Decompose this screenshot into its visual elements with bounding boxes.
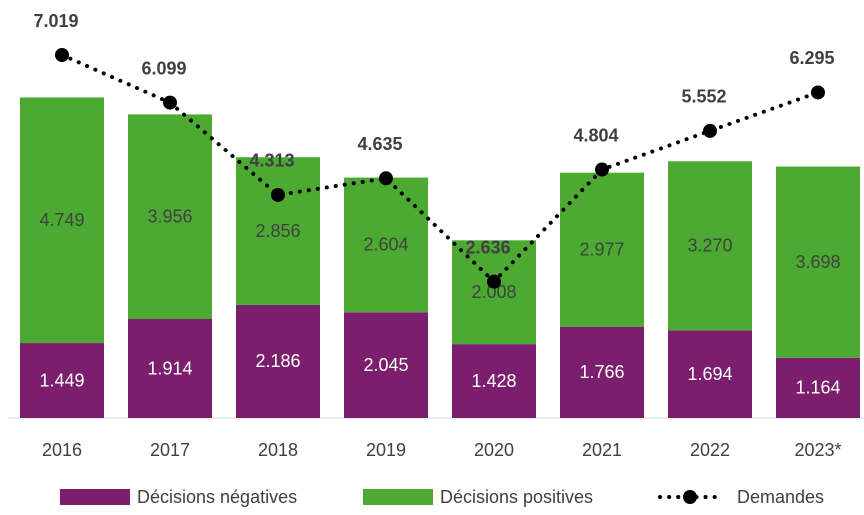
line: [60, 53, 820, 285]
x-tick-label: 2017: [150, 440, 190, 460]
line-label: 4.635: [357, 134, 402, 154]
line-label: 6.099: [141, 58, 186, 78]
bar-segment: [128, 319, 212, 418]
line-label: 6.295: [789, 48, 834, 68]
x-tick-label: 2016: [42, 440, 82, 460]
line-marker: [811, 85, 825, 100]
x-tick-label: 2020: [474, 440, 514, 460]
data-label: 3.956: [147, 206, 192, 226]
x-tick-label: 2021: [582, 440, 622, 460]
data-label: 4.749: [39, 210, 84, 230]
legend-marker: [683, 490, 697, 504]
data-label: 3.270: [687, 236, 732, 256]
line-marker: [703, 123, 717, 138]
data-label: 1.449: [39, 370, 84, 390]
bar-segment: [776, 166, 860, 358]
line-label: 2.636: [465, 237, 510, 257]
legend-label: Décisions positives: [440, 487, 593, 507]
bar-segment: [668, 330, 752, 418]
bar-segment: [776, 357, 860, 418]
bar-segment: [560, 172, 644, 327]
data-label: 1.766: [579, 362, 624, 382]
bar-segment: [452, 344, 536, 418]
data-label: 2.604: [363, 235, 408, 255]
line-marker: [379, 171, 393, 186]
data-label: 2.008: [471, 282, 516, 302]
bar-segment: [236, 157, 320, 305]
data-label: 2.045: [363, 355, 408, 375]
bar-segment: [236, 304, 320, 418]
line-marker: [163, 95, 177, 110]
data-label: 1.694: [687, 364, 732, 384]
data-label: 2.977: [579, 239, 624, 259]
data-label: 2.186: [255, 351, 300, 371]
bar-segment: [344, 312, 428, 418]
x-tick-label: 2019: [366, 440, 406, 460]
data-label: 2.856: [255, 221, 300, 241]
data-label: 3.698: [795, 252, 840, 272]
line-marker: [595, 162, 609, 177]
bar-segment: [128, 114, 212, 320]
bar-segment: [668, 161, 752, 331]
legend-label: Décisions négatives: [137, 487, 297, 507]
line-label: 4.804: [573, 125, 618, 145]
line-label: 4.313: [249, 151, 294, 171]
x-tick-label: 2022: [690, 440, 730, 460]
line-marker: [271, 187, 285, 202]
bar-segment: [20, 97, 104, 344]
line-label: 7.019: [33, 11, 78, 31]
line-label: 5.552: [681, 87, 726, 107]
legend-label: Demandes: [737, 487, 824, 507]
data-label: 1.914: [147, 358, 192, 378]
bar-segment: [560, 326, 644, 418]
bar-segment: [344, 177, 428, 313]
data-label: 1.428: [471, 371, 516, 391]
x-tick-label: 2018: [258, 440, 298, 460]
x-tick-label: 2023*: [794, 440, 841, 460]
legend-swatch: [363, 489, 433, 505]
legend-swatch: [60, 489, 130, 505]
line-marker: [487, 274, 501, 289]
data-label: 1.164: [795, 378, 840, 398]
line-marker: [55, 48, 69, 62]
bar-segment: [20, 343, 104, 418]
